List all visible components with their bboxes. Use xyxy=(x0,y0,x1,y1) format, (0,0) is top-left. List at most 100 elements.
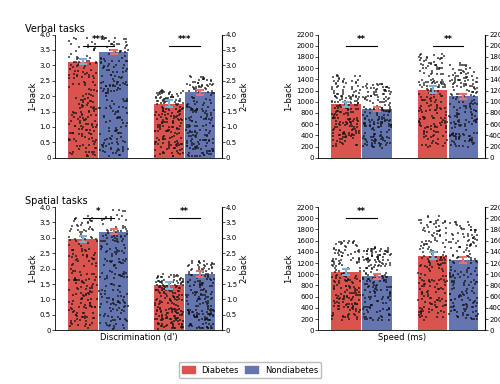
Point xyxy=(85,58,93,64)
Point xyxy=(432,220,440,226)
Point xyxy=(356,289,364,295)
Point xyxy=(182,292,190,298)
Point xyxy=(426,143,434,149)
Point xyxy=(194,139,202,145)
Point xyxy=(455,117,463,123)
Point xyxy=(468,73,475,79)
Point xyxy=(470,129,478,136)
Point xyxy=(70,129,78,136)
Point xyxy=(368,265,376,271)
Point xyxy=(437,106,445,113)
Point xyxy=(346,285,354,291)
Point xyxy=(202,132,210,139)
Point xyxy=(370,288,378,294)
Point xyxy=(472,303,480,309)
Point xyxy=(463,267,471,273)
Point xyxy=(348,93,356,99)
Point xyxy=(209,280,217,286)
Point xyxy=(386,108,394,114)
Point xyxy=(164,283,172,289)
Point xyxy=(209,313,217,319)
Point xyxy=(200,262,208,268)
Point xyxy=(202,86,210,92)
Point xyxy=(384,311,392,318)
Point xyxy=(419,114,427,120)
Point xyxy=(198,76,206,82)
Point xyxy=(458,255,466,262)
Point xyxy=(342,110,349,116)
Point xyxy=(376,259,384,265)
Point xyxy=(206,147,214,154)
Point xyxy=(173,124,181,131)
Point xyxy=(473,313,481,319)
Point xyxy=(372,249,380,255)
Point xyxy=(416,286,424,292)
Point xyxy=(470,140,478,146)
Point xyxy=(174,280,182,286)
Point xyxy=(70,35,78,41)
Point xyxy=(108,140,116,146)
Point xyxy=(374,114,382,120)
Point xyxy=(156,122,164,128)
Point xyxy=(166,287,173,293)
Point xyxy=(103,241,111,247)
Point xyxy=(370,283,378,290)
Bar xyxy=(332,104,361,158)
Point xyxy=(464,238,472,244)
Point xyxy=(162,128,170,134)
Point xyxy=(166,297,173,303)
Point xyxy=(342,273,349,279)
Point xyxy=(464,219,472,225)
Point xyxy=(418,309,426,315)
Point xyxy=(185,311,193,317)
Point xyxy=(460,75,468,81)
Point xyxy=(466,251,474,257)
Point xyxy=(75,59,83,65)
Point xyxy=(164,127,172,133)
Point xyxy=(374,256,382,262)
Point xyxy=(72,59,80,65)
Point xyxy=(166,142,173,149)
Point xyxy=(84,44,92,50)
Point xyxy=(431,235,439,241)
Point xyxy=(460,282,468,288)
Point xyxy=(114,85,122,91)
Point xyxy=(194,303,202,309)
Point xyxy=(454,131,462,137)
Point xyxy=(64,277,72,283)
Point xyxy=(84,74,92,80)
Point xyxy=(108,253,116,259)
Point xyxy=(342,119,350,125)
Point xyxy=(168,306,175,312)
Point xyxy=(338,104,345,110)
Point xyxy=(158,120,166,126)
Point xyxy=(353,114,361,121)
Point xyxy=(331,105,339,111)
Point xyxy=(428,295,436,301)
Point xyxy=(331,93,339,99)
Point xyxy=(163,119,171,125)
Point xyxy=(88,320,96,326)
Point xyxy=(424,144,432,150)
Point xyxy=(208,308,216,314)
Point xyxy=(449,253,457,259)
Point xyxy=(193,325,201,331)
Point xyxy=(179,105,187,111)
Point xyxy=(170,313,177,319)
Point xyxy=(436,233,444,239)
Point xyxy=(385,118,393,124)
Point xyxy=(100,36,108,42)
Point xyxy=(162,287,170,293)
Point xyxy=(183,122,191,128)
Point xyxy=(111,49,119,55)
Point xyxy=(98,245,106,252)
Point xyxy=(432,71,440,77)
Point xyxy=(362,281,370,288)
Point xyxy=(453,113,461,119)
Point xyxy=(370,104,378,110)
Point xyxy=(99,65,107,71)
Point xyxy=(106,322,114,328)
Point xyxy=(463,245,471,251)
Point xyxy=(433,79,441,85)
Point xyxy=(113,212,121,218)
